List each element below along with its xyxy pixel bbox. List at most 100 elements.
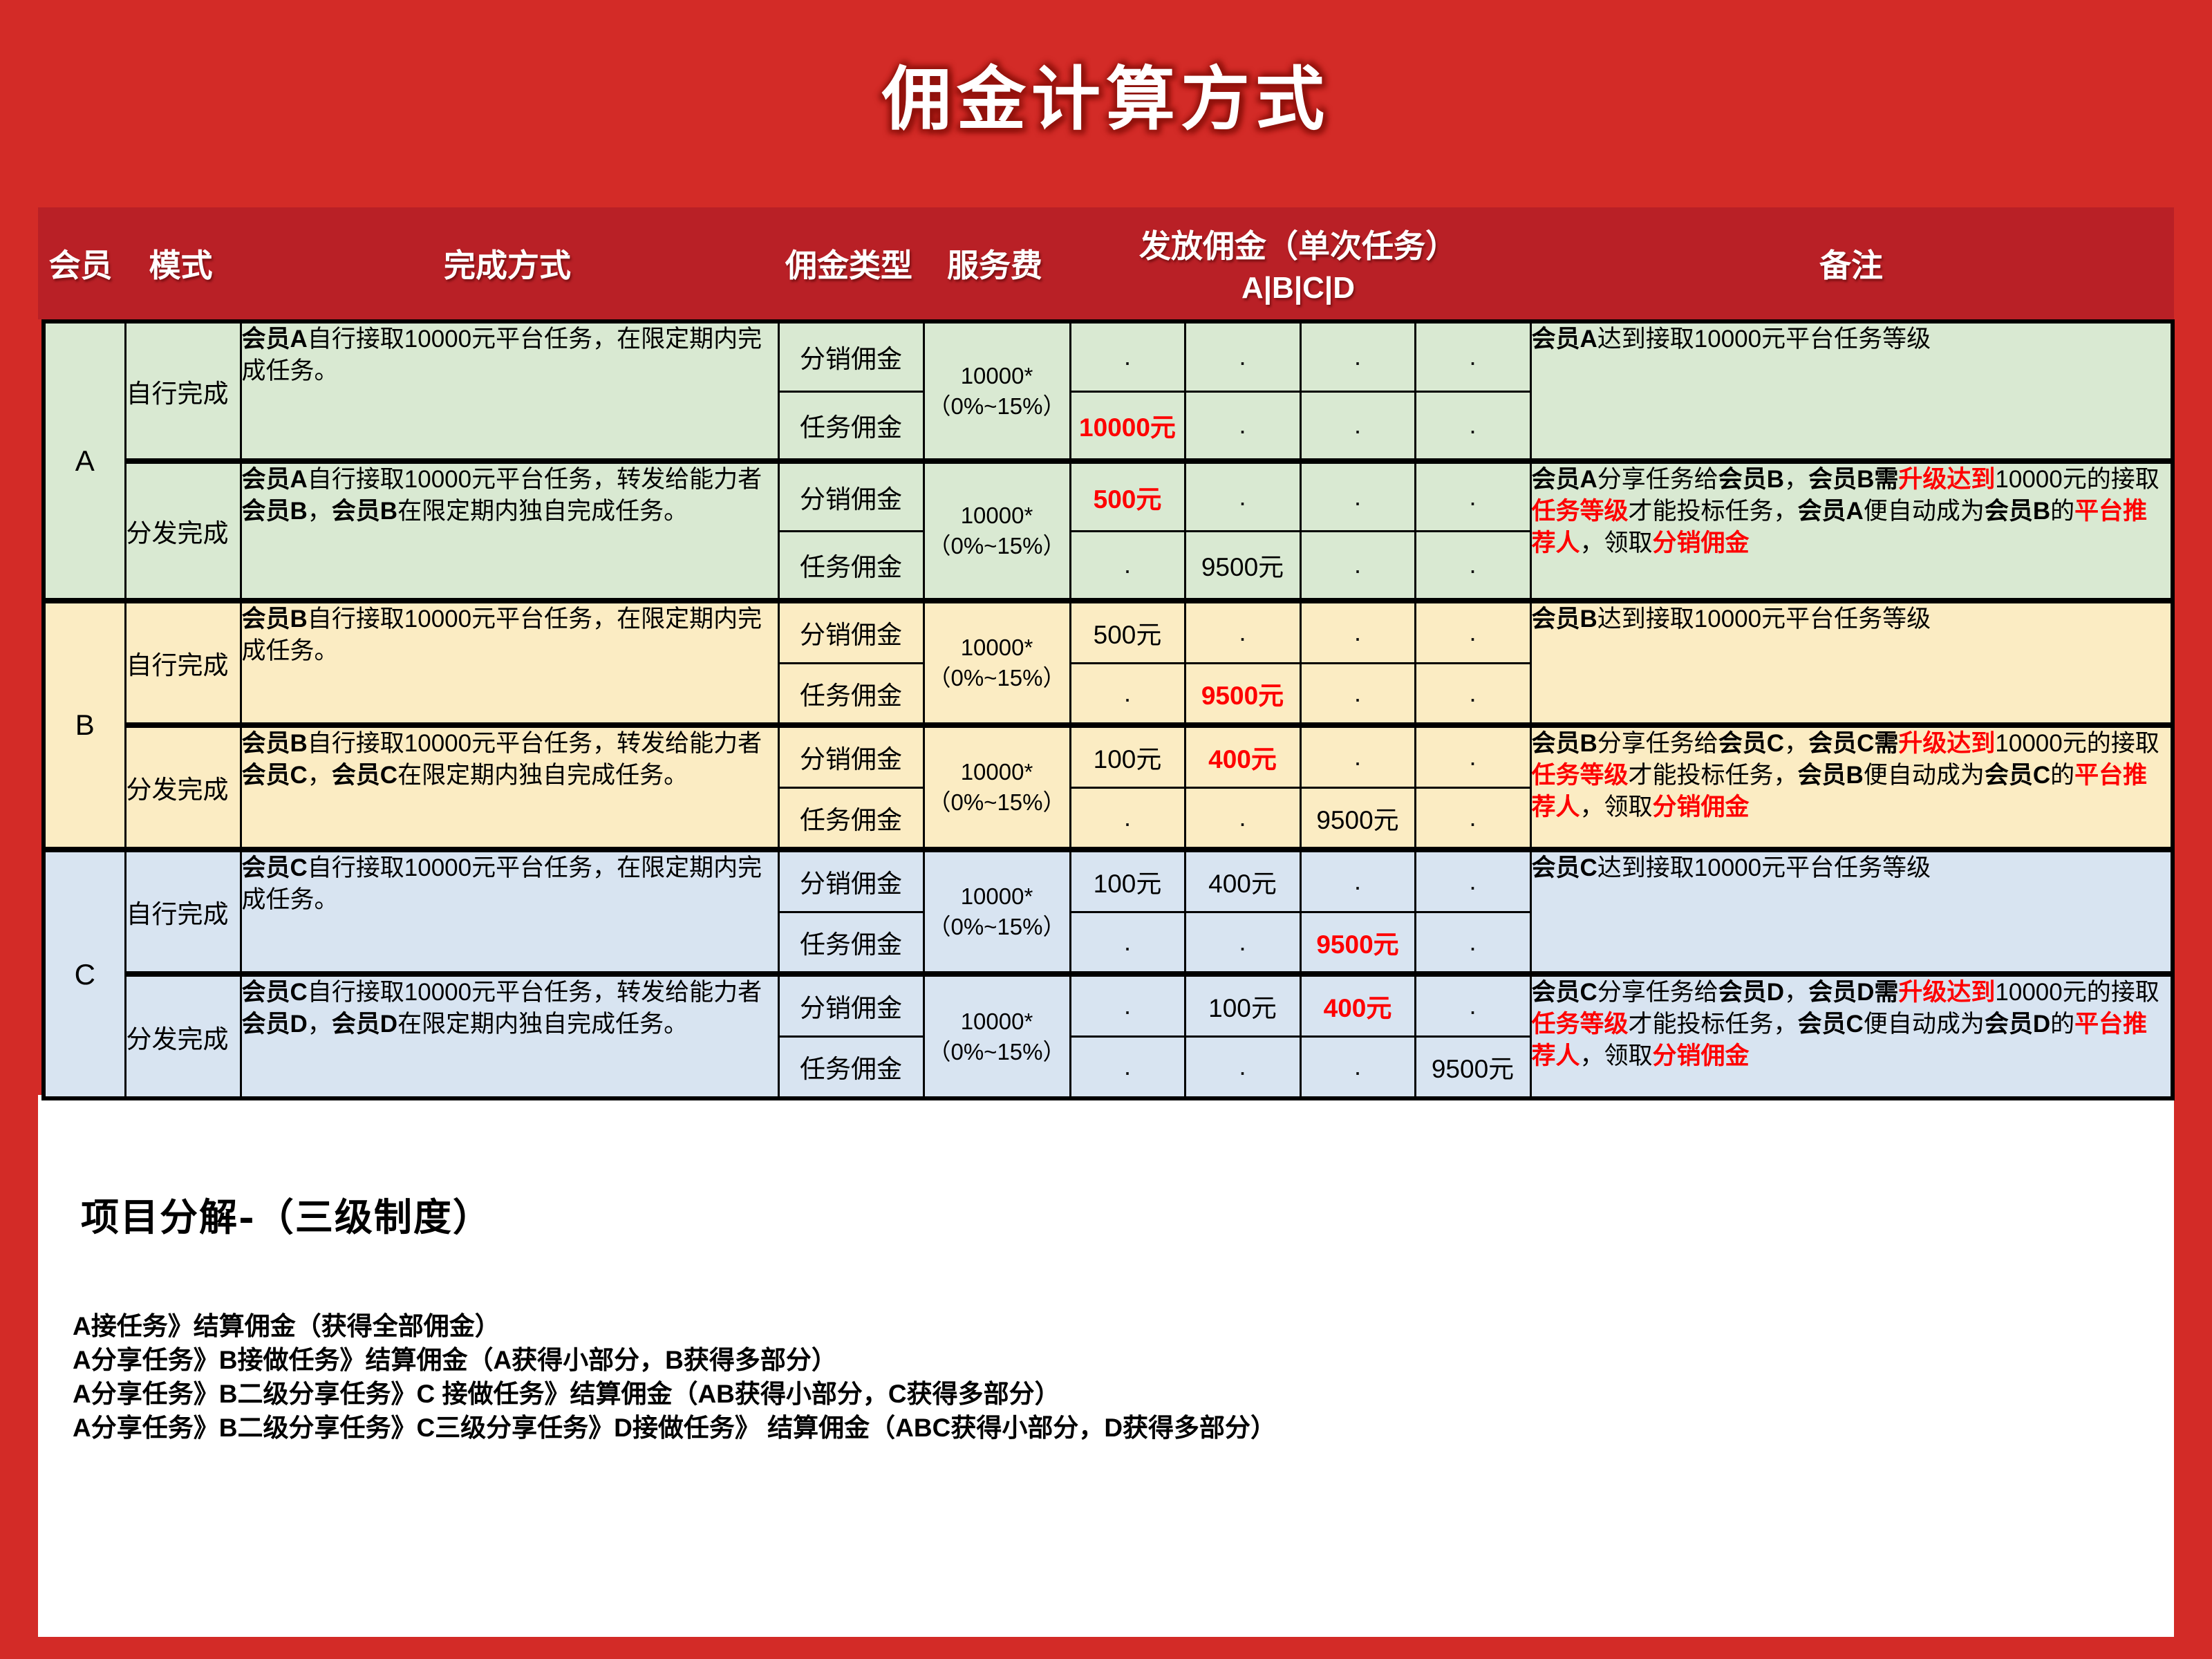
payout-cell-d: . [1414, 390, 1532, 462]
payout-cell-c: . [1299, 662, 1416, 727]
mode-cell: 分发完成 [124, 971, 242, 1100]
payout-cell-d: . [1414, 722, 1532, 789]
payout-cell-b: . [1183, 1035, 1302, 1100]
table-row: C 自行完成 会员C自行接取10000元平台任务，在限定期内完成任务。 分销佣金… [42, 847, 2174, 1100]
breakdown-panel: 项目分解-（三级制度） A接任务》结算佣金（获得全部佣金） A分享任务》B接做任… [38, 1095, 2174, 1637]
breakdown-lines: A接任务》结算佣金（获得全部佣金） A分享任务》B接做任务》结算佣金（A获得小部… [73, 1309, 2174, 1445]
mode-cell: 自行完成 [124, 598, 242, 727]
payout-cell-b: . [1183, 458, 1302, 532]
table-row: 分发完成 会员B自行接取10000元平台任务，转发给能力者会员C，会员C在限定期… [44, 722, 2174, 851]
mode-cell: 自行完成 [124, 320, 242, 462]
commission-type-cell: 任务佣金 [777, 786, 925, 851]
commission-type-cell: 任务佣金 [777, 1035, 925, 1100]
breakdown-title: 项目分解-（三级制度） [81, 1194, 492, 1239]
method-cell: 会员C自行接取10000元平台任务，在限定期内完成任务。 [239, 847, 780, 975]
payout-cell-b: 400元 [1183, 847, 1302, 913]
payout-cell-a: . [1069, 910, 1186, 975]
member-cell: B [42, 598, 126, 851]
header-mode: 模式 [149, 247, 213, 283]
breakdown-line: A分享任务》B二级分享任务》C三级分享任务》D接做任务》 结算佣金（ABC获得小… [73, 1414, 1277, 1442]
commission-type-cell: 任务佣金 [777, 910, 925, 975]
remark-cell: 会员A达到接取10000元平台任务等级 [1529, 320, 2174, 462]
payout-cell-c: . [1299, 529, 1416, 602]
payout-cell-b: . [1183, 910, 1302, 975]
payout-cell-b: . [1183, 390, 1302, 462]
service-fee-cell: 10000* （0%~15%） [922, 598, 1071, 727]
payout-cell-a: 500元 [1069, 458, 1186, 532]
payout-cell-b: . [1183, 786, 1302, 851]
page-title: 佣金计算方式 [882, 58, 1330, 140]
header-payout-line2: A|B|C|D [1241, 271, 1356, 305]
table-row: A 自行完成 会员A自行接取10000元平台任务，在限定期内完成任务。 分销佣金… [42, 320, 2174, 602]
payout-cell-c: 9500元 [1299, 786, 1416, 851]
payout-cell-a: . [1069, 529, 1186, 602]
commission-type-cell: 分销佣金 [777, 458, 925, 532]
header-remark: 备注 [1819, 247, 1883, 283]
method-cell: 会员B自行接取10000元平台任务，在限定期内完成任务。 [239, 598, 780, 727]
table-row: 分发完成 会员A自行接取10000元平台任务，转发给能力者会员B，会员B在限定期… [44, 458, 2174, 602]
method-cell: 会员A自行接取10000元平台任务，在限定期内完成任务。 [239, 320, 780, 462]
payout-cell-d: . [1414, 529, 1532, 602]
payout-cell-d: . [1414, 786, 1532, 851]
payout-cell-c: . [1299, 320, 1416, 393]
payout-cell-b: . [1183, 320, 1302, 393]
payout-cell-d: . [1414, 598, 1532, 664]
commission-type-cell: 分销佣金 [777, 320, 925, 393]
payout-cell-b: 400元 [1183, 722, 1302, 789]
breakdown-line: A分享任务》B接做任务》结算佣金（A获得小部分，B获得多部分） [73, 1346, 837, 1374]
breakdown-line: A接任务》结算佣金（获得全部佣金） [73, 1312, 500, 1340]
header-method: 完成方式 [444, 247, 571, 283]
mode-cell: 分发完成 [124, 722, 242, 851]
commission-type-cell: 分销佣金 [777, 847, 925, 913]
commission-type-cell: 任务佣金 [777, 390, 925, 462]
member-cell: A [42, 320, 126, 602]
payout-cell-c: . [1299, 458, 1416, 532]
payout-cell-b: 100元 [1183, 971, 1302, 1038]
member-cell: C [42, 847, 126, 1100]
payout-cell-d: . [1414, 320, 1532, 393]
header-member: 会员 [48, 247, 113, 283]
payout-cell-d: . [1414, 910, 1532, 975]
payout-cell-a: . [1069, 320, 1186, 393]
payout-cell-d: . [1414, 847, 1532, 913]
service-fee-cell: 10000* （0%~15%） [922, 458, 1071, 602]
payout-cell-a: 100元 [1069, 847, 1186, 913]
method-cell: 会员A自行接取10000元平台任务，转发给能力者会员B，会员B在限定期内独自完成… [239, 458, 780, 602]
payout-cell-c: . [1299, 722, 1416, 789]
breakdown-line: A分享任务》B二级分享任务》C 接做任务》结算佣金（AB获得小部分，C获得多部分… [73, 1380, 1060, 1408]
commission-type-cell: 任务佣金 [777, 662, 925, 727]
header-commission-type: 佣金类型 [785, 247, 912, 283]
payout-cell-a: . [1069, 1035, 1186, 1100]
payout-cell-d: 9500元 [1414, 1035, 1532, 1100]
remark-cell: 会员C分享任务给会员D，会员D需升级达到10000元的接取任务等级才能投标任务，… [1529, 971, 2174, 1100]
payout-cell-c: . [1299, 390, 1416, 462]
payout-cell-a: . [1069, 971, 1186, 1038]
payout-cell-a: . [1069, 786, 1186, 851]
payout-cell-d: . [1414, 458, 1532, 532]
payout-cell-a: 500元 [1069, 598, 1186, 664]
payout-cell-c: 9500元 [1299, 910, 1416, 975]
payout-cell-a: 100元 [1069, 722, 1186, 789]
payout-cell-a: . [1069, 662, 1186, 727]
table-header-row: 会员 模式 完成方式 佣金类型 服务费 发放佣金（单次任务） A|B|C|D 备… [38, 207, 2174, 319]
payout-cell-b: 9500元 [1183, 662, 1302, 727]
mode-cell: 自行完成 [124, 847, 242, 975]
commission-table: A 自行完成 会员A自行接取10000元平台任务，在限定期内完成任务。 分销佣金… [41, 319, 2175, 1100]
table-row: B 自行完成 会员B自行接取10000元平台任务，在限定期内完成任务。 分销佣金… [42, 598, 2174, 851]
payout-cell-a: 10000元 [1069, 390, 1186, 462]
remark-cell: 会员B达到接取10000元平台任务等级 [1529, 598, 2174, 727]
payout-cell-c: . [1299, 847, 1416, 913]
payout-cell-b: 9500元 [1183, 529, 1302, 602]
mode-cell: 分发完成 [124, 458, 242, 602]
service-fee-cell: 10000* （0%~15%） [922, 722, 1071, 851]
payout-cell-b: . [1183, 598, 1302, 664]
commission-type-cell: 分销佣金 [777, 722, 925, 789]
method-cell: 会员B自行接取10000元平台任务，转发给能力者会员C，会员C在限定期内独自完成… [239, 722, 780, 851]
method-cell: 会员C自行接取10000元平台任务，转发给能力者会员D，会员D在限定期内独自完成… [239, 971, 780, 1100]
remark-cell: 会员C达到接取10000元平台任务等级 [1529, 847, 2174, 975]
header-payout-line1: 发放佣金（单次任务） [1139, 228, 1457, 264]
remark-cell: 会员A分享任务给会员B，会员B需升级达到10000元的接取任务等级才能投标任务，… [1529, 458, 2174, 602]
payout-cell-d: . [1414, 662, 1532, 727]
payout-cell-d: . [1414, 971, 1532, 1038]
